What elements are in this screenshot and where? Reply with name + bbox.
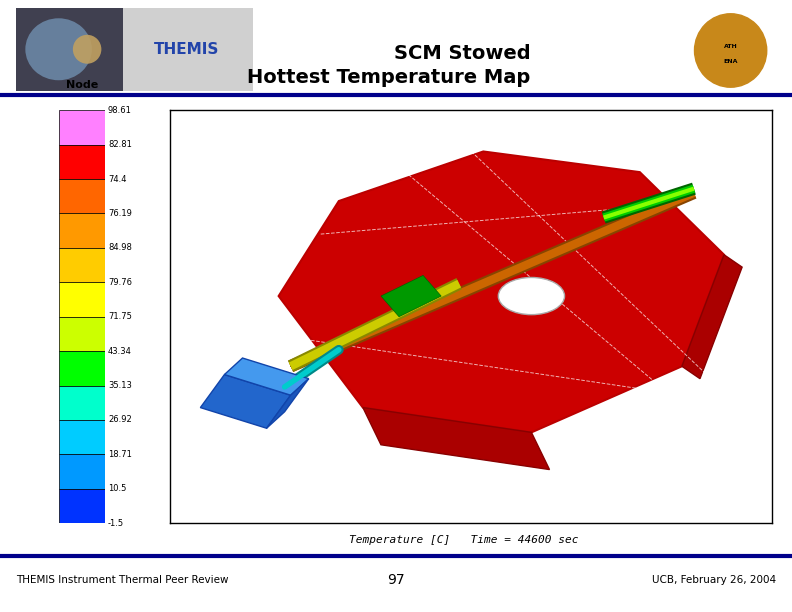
- Bar: [59, 110, 105, 144]
- Text: -1.5: -1.5: [108, 519, 124, 528]
- Bar: [59, 282, 105, 317]
- Polygon shape: [267, 379, 309, 428]
- Bar: [59, 144, 105, 179]
- Bar: [123, 8, 253, 91]
- Text: 35.13: 35.13: [108, 381, 131, 390]
- Text: 97: 97: [387, 573, 405, 587]
- Text: THEMIS: THEMIS: [154, 42, 219, 57]
- Bar: [59, 317, 105, 351]
- Polygon shape: [682, 255, 742, 379]
- Text: THEMIS Instrument Thermal Peer Review: THEMIS Instrument Thermal Peer Review: [16, 575, 228, 585]
- Bar: [59, 248, 105, 282]
- Circle shape: [695, 13, 767, 88]
- Ellipse shape: [73, 35, 101, 64]
- Bar: [59, 386, 105, 420]
- Bar: [59, 179, 105, 214]
- Text: 98.61: 98.61: [108, 106, 131, 114]
- Bar: [59, 420, 105, 454]
- Text: UCB, February 26, 2004: UCB, February 26, 2004: [652, 575, 776, 585]
- Text: Node: Node: [67, 80, 98, 89]
- Polygon shape: [363, 408, 550, 469]
- Ellipse shape: [498, 277, 565, 315]
- Text: 79.76: 79.76: [108, 278, 132, 287]
- Text: Hottest Temperature Map: Hottest Temperature Map: [247, 68, 531, 88]
- Ellipse shape: [25, 18, 92, 80]
- Bar: [59, 351, 105, 386]
- Text: SCM Stowed: SCM Stowed: [394, 44, 531, 64]
- Polygon shape: [224, 358, 309, 395]
- Bar: [59, 214, 105, 248]
- Text: 43.34: 43.34: [108, 346, 131, 356]
- Bar: [59, 454, 105, 489]
- Text: ATH: ATH: [724, 44, 737, 49]
- Text: 26.92: 26.92: [108, 416, 131, 425]
- Text: 74.4: 74.4: [108, 174, 127, 184]
- Text: 76.19: 76.19: [108, 209, 131, 218]
- Bar: [59, 489, 105, 523]
- Polygon shape: [200, 375, 291, 428]
- Bar: [16, 8, 123, 91]
- Text: 71.75: 71.75: [108, 312, 131, 321]
- Polygon shape: [279, 151, 724, 432]
- Text: 10.5: 10.5: [108, 484, 126, 493]
- Text: 18.71: 18.71: [108, 450, 131, 459]
- Text: ENA: ENA: [723, 59, 738, 64]
- Text: 82.81: 82.81: [108, 140, 131, 149]
- Text: Temperature [C]   Time = 44600 sec: Temperature [C] Time = 44600 sec: [348, 535, 578, 545]
- Text: 84.98: 84.98: [108, 244, 131, 252]
- Polygon shape: [381, 275, 441, 317]
